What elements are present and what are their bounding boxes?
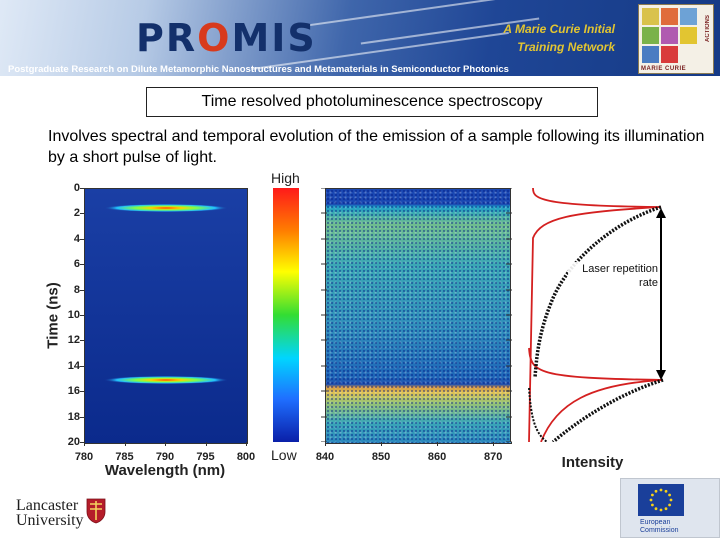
colorbar-high-label: High — [271, 170, 300, 186]
marie-curie-logo-caption: MARIE CURIE — [641, 66, 687, 72]
logo-tile — [642, 8, 659, 25]
slide-title: Time resolved photoluminescence spectros… — [146, 87, 598, 117]
mid-x-tick-label: 840 — [315, 451, 335, 463]
x-tick-label: 800 — [236, 451, 256, 463]
y-tick-label: 10 — [67, 309, 80, 321]
slide-title-text: Time resolved photoluminescence spectros… — [201, 93, 543, 110]
mid-plot-left-ticks — [321, 188, 327, 442]
y-tick-mark — [80, 188, 84, 189]
decay-data-2 — [551, 378, 664, 442]
logo-tile — [680, 27, 697, 44]
decay-data-3 — [528, 387, 548, 442]
mid-x-tick-mark — [437, 442, 439, 446]
y-axis-label: Time (ns) — [44, 282, 62, 349]
promis-logo: PROMIS — [136, 16, 317, 60]
logo-tile — [642, 46, 659, 63]
y-tick-label: 20 — [67, 436, 80, 448]
y-tick-mark — [80, 365, 84, 367]
intro-paragraph: Involves spectral and temporal evolution… — [48, 128, 705, 166]
y-tick-label: 2 — [73, 207, 80, 220]
y-tick-mark — [80, 238, 84, 240]
mid-x-tick-label: 870 — [483, 451, 503, 463]
y-tick-mark — [80, 264, 84, 266]
lancaster-university-logo: Lancaster University — [16, 497, 84, 529]
heatmap-streaks — [104, 204, 228, 384]
laser-repetition-annotation: Laser repetition rate — [568, 262, 658, 290]
y-tick-mark — [80, 391, 84, 393]
lancaster-crest-icon — [86, 498, 106, 524]
decay-data-1 — [533, 205, 662, 379]
lancaster-logo-line1: Lancaster — [16, 497, 79, 514]
intensity-decay-plot — [510, 188, 676, 442]
logo-tile — [680, 8, 697, 25]
x-axis-label: Wavelength (nm) — [104, 462, 226, 479]
promis-logo-part: MIS — [231, 16, 317, 60]
promis-logo-o: O — [197, 16, 232, 60]
eu-caption-line1: European — [640, 519, 671, 526]
emission-streak-2 — [104, 376, 228, 384]
logo-tile — [661, 27, 678, 44]
streak-camera-image — [325, 188, 512, 444]
x-tick-mark — [205, 442, 207, 446]
x-tick-mark — [124, 442, 126, 446]
marie-curie-actions-logo: MARIE CURIE ACTIONS — [638, 4, 714, 74]
y-tick-label: 16 — [67, 385, 80, 398]
mid-x-tick-mark — [493, 442, 495, 446]
mid-x-tick-label: 850 — [371, 451, 391, 463]
fit-curve-1 — [528, 188, 662, 442]
x-tick-label: 795 — [196, 451, 215, 463]
fit-curve-2 — [528, 347, 664, 442]
y-tick-label: 6 — [73, 258, 80, 271]
lancaster-logo-line2: University — [16, 512, 84, 529]
laser-repetition-arrow — [656, 208, 666, 380]
eu-flag-icon — [638, 484, 684, 516]
y-tick-mark — [80, 315, 84, 316]
actions-logo-caption: ACTIONS — [705, 15, 711, 42]
y-tick-mark — [80, 289, 84, 291]
logo-tile — [661, 46, 678, 63]
mid-x-tick-mark — [325, 442, 326, 446]
right-plot-left-ticks — [506, 188, 512, 442]
emission-streak-1 — [104, 204, 228, 212]
y-tick-label: 12 — [67, 334, 80, 347]
x-tick-mark — [84, 442, 85, 446]
x-tick-label: 785 — [115, 451, 134, 463]
y-tick-label: 8 — [73, 283, 80, 296]
banner-streak — [300, 0, 520, 28]
time-wavelength-heatmap — [84, 188, 248, 444]
logo-tile — [661, 8, 678, 25]
image-noise-texture — [326, 189, 511, 443]
y-tick-mark — [80, 213, 84, 215]
eu-caption-line2: Commission — [640, 527, 679, 534]
promis-logo-part: PR — [136, 16, 198, 60]
y-tick-mark — [80, 416, 84, 418]
logo-tile — [642, 27, 659, 44]
marie-curie-text-line2: Training Network — [517, 40, 615, 54]
x-tick-mark — [246, 442, 247, 446]
intensity-colorbar — [273, 188, 299, 442]
colorbar-low-label: Low — [271, 447, 297, 463]
header-banner: PROMIS A Marie Curie Initial Training Ne… — [0, 0, 720, 76]
y-tick-mark — [80, 442, 84, 443]
y-tick-label: 0 — [73, 182, 80, 194]
x-tick-mark — [165, 442, 166, 446]
y-tick-label: 14 — [67, 359, 80, 372]
x-tick-label: 780 — [74, 451, 94, 463]
banner-subtitle: Postgraduate Research on Dilute Metamorp… — [8, 64, 509, 75]
decay-curves — [528, 188, 666, 442]
y-tick-label: 18 — [67, 410, 80, 423]
x-tick-label: 790 — [155, 451, 175, 463]
mid-x-tick-mark — [381, 442, 383, 446]
y-tick-label: 4 — [73, 232, 80, 245]
marie-curie-text-line1: A Marie Curie Initial — [503, 22, 615, 36]
intensity-axis-label: Intensity — [561, 454, 624, 471]
mid-x-tick-label: 860 — [427, 451, 447, 463]
y-tick-mark — [80, 340, 84, 342]
eu-caption: European Commission — [640, 519, 679, 535]
